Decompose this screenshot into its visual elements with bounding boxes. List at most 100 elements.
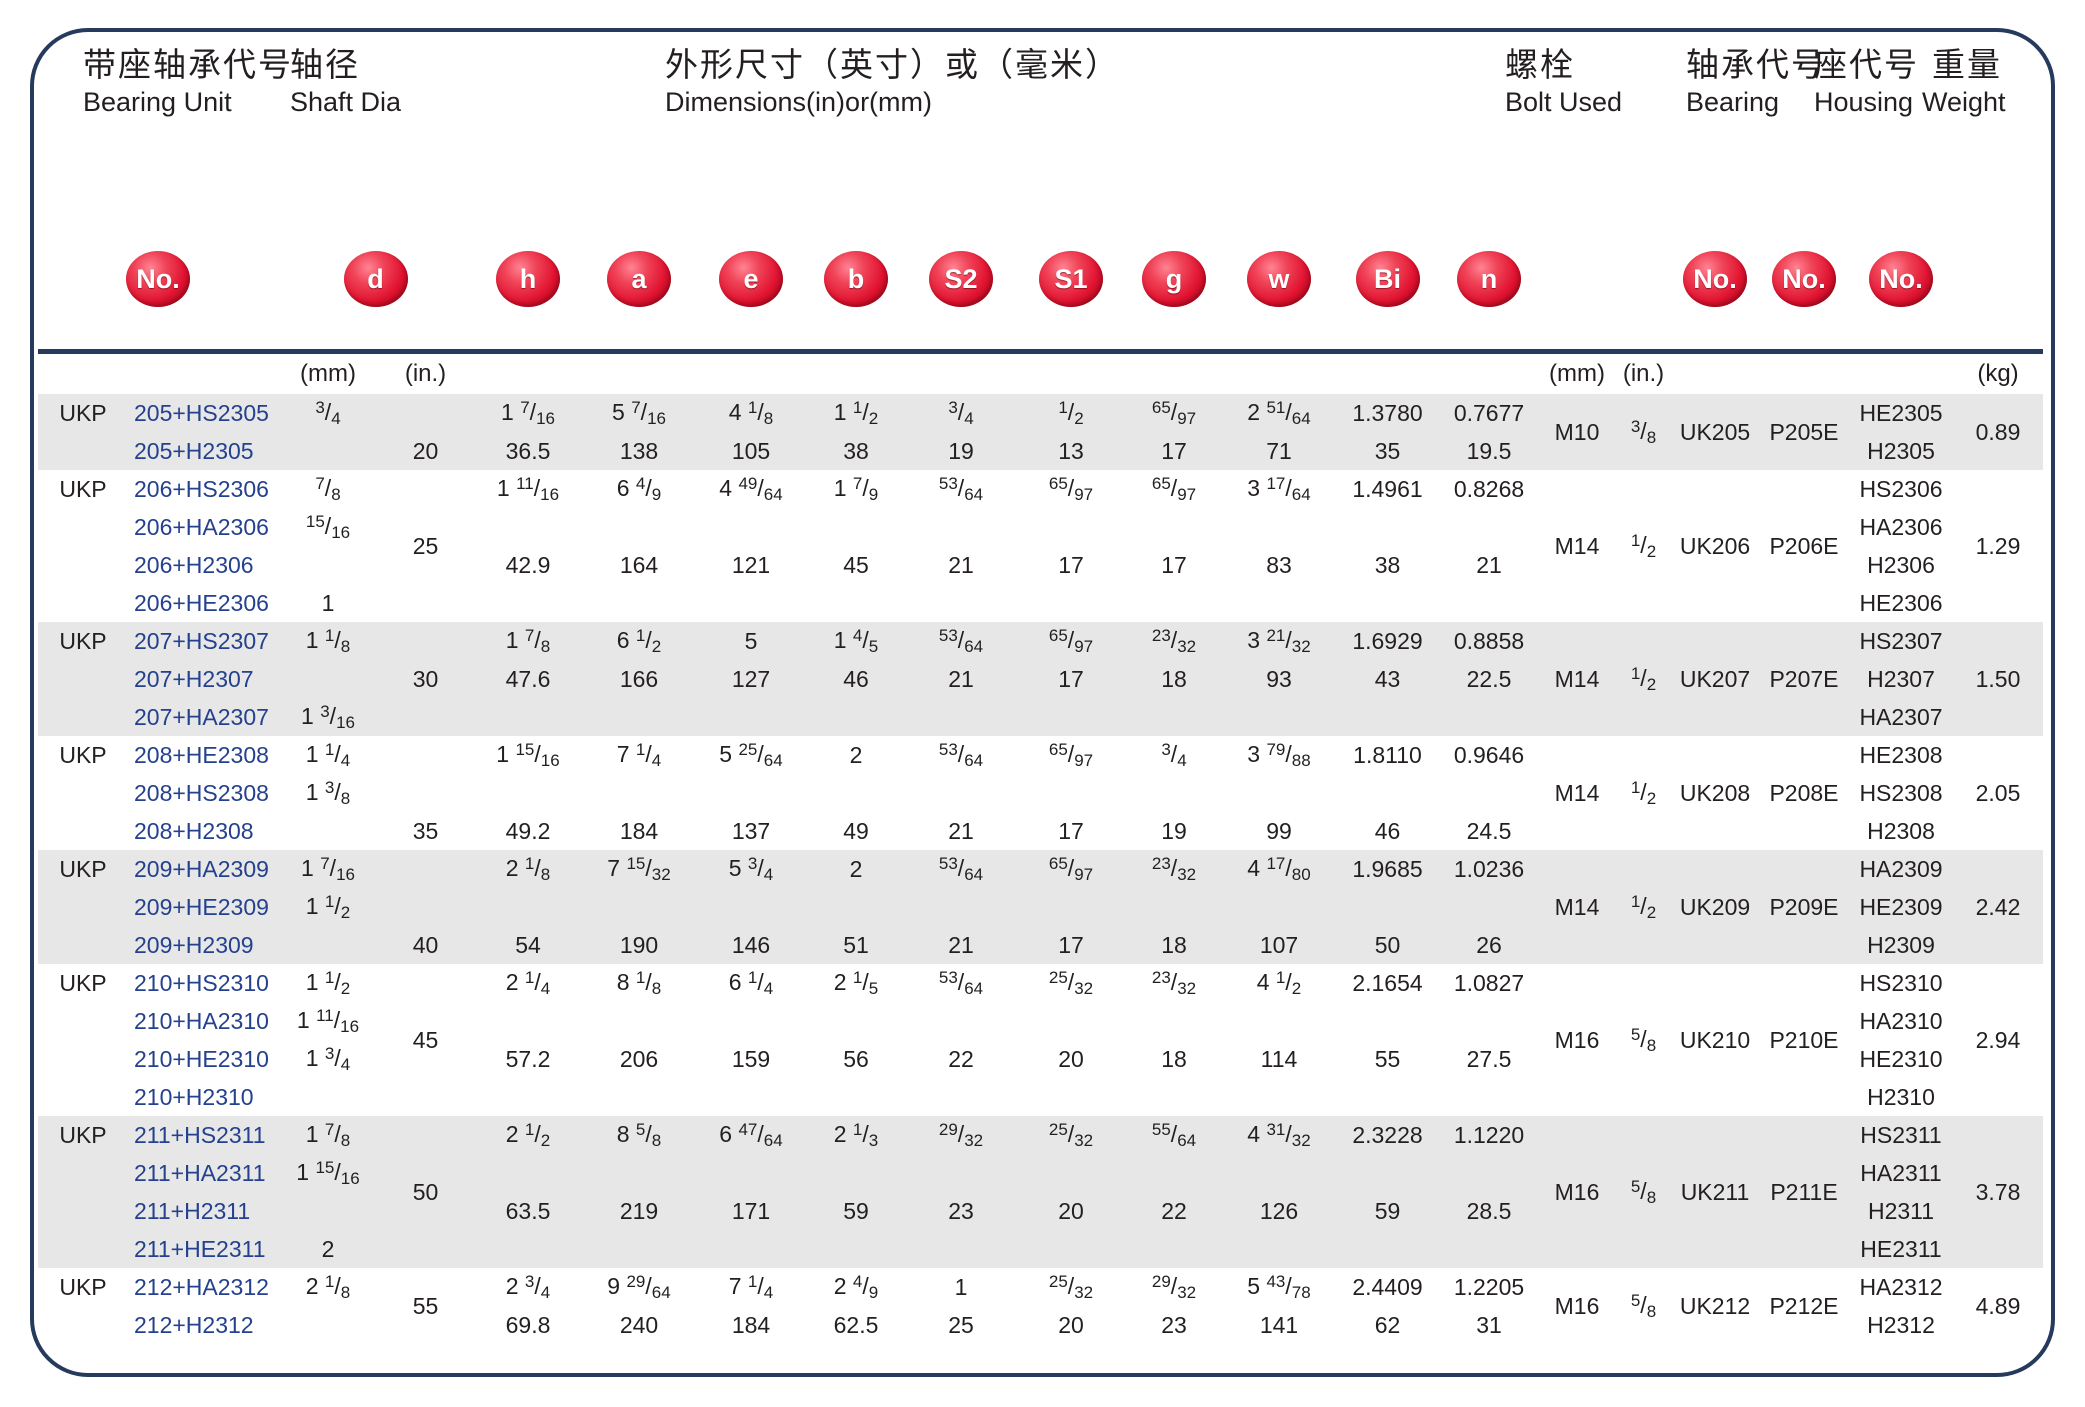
dim-h: 1 7/8 — [505, 625, 551, 656]
housing-no: P211E — [1770, 1179, 1838, 1205]
sleeve-no: HE2305 — [1859, 400, 1943, 426]
dim-b: 46 — [843, 666, 869, 692]
sleeve-no: HE2310 — [1859, 1046, 1943, 1072]
shaft-dia-in: 45 — [412, 1027, 439, 1053]
housing-no: P208E — [1769, 780, 1839, 806]
badge-b-icon: b — [824, 251, 888, 307]
bolt-size-in: 1/2 — [1630, 530, 1657, 561]
dim-a: 138 — [619, 438, 659, 464]
dim-bi: 55 — [1374, 1046, 1401, 1072]
dim-s2: 53/64 — [938, 967, 984, 998]
dim-s2: 19 — [948, 438, 974, 464]
dim-s2: 3/4 — [948, 397, 974, 428]
dim-e: 137 — [731, 818, 771, 844]
dim-g: 3/4 — [1161, 739, 1187, 770]
bearing-unit-code: 207+H2307 — [134, 666, 254, 692]
badge-g-icon: g — [1142, 251, 1206, 307]
dim-w: 93 — [1266, 666, 1292, 692]
weight-kg: 4.89 — [1975, 1293, 2021, 1319]
sleeve-no: HA2307 — [1859, 704, 1943, 730]
dim-n: 0.8268 — [1453, 476, 1525, 502]
dim-w: 3 17/64 — [1247, 473, 1311, 504]
bolt-size-in: 5/8 — [1630, 1290, 1657, 1321]
header-bolt-used: 螺栓 Bolt Used — [1505, 45, 1622, 119]
dim-bi: 50 — [1374, 932, 1401, 958]
housing-no: P206E — [1769, 533, 1839, 559]
dim-g: 23/32 — [1151, 967, 1197, 998]
weight-kg: 0.89 — [1975, 419, 2021, 445]
dim-s2: 21 — [948, 552, 974, 578]
dim-s1: 65/97 — [1048, 473, 1094, 504]
bearing-no: UK205 — [1679, 419, 1751, 445]
dim-h: 63.5 — [505, 1198, 551, 1224]
badge-e-icon: e — [719, 251, 783, 307]
dim-h: 54 — [515, 932, 541, 958]
dim-b: 38 — [843, 438, 869, 464]
header-housing-en: Housing — [1814, 87, 1914, 117]
bolt-size-mm: M16 — [1554, 1179, 1600, 1205]
dim-s2: 21 — [948, 932, 974, 958]
dim-bi: 2.3228 — [1352, 1122, 1423, 1148]
dim-bi: 35 — [1374, 438, 1401, 464]
housing-no: P205E — [1769, 419, 1839, 445]
dim-s2: 21 — [948, 818, 974, 844]
dim-h: 36.5 — [505, 438, 551, 464]
bearing-table-body: UKP 205+HS2305 3/4 1 7/16 5 7/16 4 1/8 1 1/2 3/… — [38, 394, 2043, 1344]
shaft-dia-mm: 1 3/8 — [305, 777, 351, 808]
shaft-dia-mm: 7/8 — [315, 473, 341, 504]
unit-shaft-in: (in.) — [404, 360, 447, 387]
dim-b: 2 1/5 — [833, 967, 879, 998]
unit-bolt-in: (in.) — [1622, 360, 1665, 387]
dim-bi: 1.3780 — [1352, 400, 1423, 426]
badge-d-icon: d — [343, 251, 408, 307]
dim-s2: 23 — [948, 1198, 974, 1224]
dim-bi: 43 — [1374, 666, 1401, 692]
dim-h: 2 3/4 — [505, 1271, 551, 1302]
dim-w: 126 — [1259, 1198, 1299, 1224]
bearing-unit-code: 206+H2306 — [134, 552, 254, 578]
dim-s1: 20 — [1058, 1312, 1084, 1338]
dim-s2: 1 — [954, 1274, 968, 1300]
shaft-dia-in: 25 — [412, 533, 439, 559]
dim-e: 6 47/64 — [719, 1119, 783, 1150]
sleeve-no: H2306 — [1867, 552, 1935, 578]
weight-kg: 2.05 — [1975, 780, 2021, 806]
shaft-dia-in: 35 — [412, 818, 439, 844]
bearing-unit-code: 210+HS2310 — [134, 970, 269, 996]
dim-h: 42.9 — [505, 552, 551, 578]
dim-s2: 29/32 — [938, 1119, 984, 1150]
dim-bi: 1.8110 — [1353, 742, 1422, 768]
units-row: (mm) (in.) (mm) (in.) (kg) — [38, 354, 2043, 394]
weight-kg: 1.50 — [1975, 666, 2021, 692]
dim-a: 8 1/8 — [616, 967, 662, 998]
dim-a: 190 — [619, 932, 659, 958]
dim-s1: 25/32 — [1048, 967, 1094, 998]
sleeve-no: HS2306 — [1859, 476, 1943, 502]
dim-e: 127 — [731, 666, 771, 692]
housing-no: P210E — [1769, 1027, 1839, 1053]
bearing-unit-code: 211+H2311 — [134, 1198, 251, 1224]
dim-w: 99 — [1266, 818, 1292, 844]
dim-e: 4 49/64 — [719, 473, 783, 504]
header-housing: 座代号 Housing — [1814, 45, 1919, 119]
bearing-no: UK207 — [1679, 666, 1751, 692]
dim-n: 1.1220 — [1453, 1122, 1525, 1148]
header-dimensions: 外形尺寸（英寸）或（毫米） Dimensions(in)or(mm) — [665, 45, 1120, 119]
bearing-unit-code: 210+HE2310 — [134, 1046, 269, 1072]
dim-g: 19 — [1161, 818, 1187, 844]
bearing-unit-code: 211+HA2311 — [134, 1160, 266, 1186]
badge-s1-icon: S1 — [1039, 251, 1103, 307]
sleeve-no: HE2308 — [1859, 742, 1943, 768]
dim-n: 21 — [1476, 552, 1502, 578]
bolt-size-mm: M16 — [1554, 1027, 1600, 1053]
sleeve-no: HA2311 — [1860, 1160, 1942, 1186]
header-bolt-used-en: Bolt Used — [1505, 87, 1623, 117]
weight-kg: 2.42 — [1975, 894, 2021, 920]
dim-w: 3 79/88 — [1247, 739, 1311, 770]
shaft-dia-mm: 1 3/16 — [301, 701, 355, 732]
dim-n: 26 — [1476, 932, 1502, 958]
sleeve-no: HA2309 — [1859, 856, 1943, 882]
dim-n: 24.5 — [1466, 818, 1512, 844]
header-weight: 重量 Weight — [1922, 45, 2006, 119]
dim-s1: 65/97 — [1048, 853, 1094, 884]
